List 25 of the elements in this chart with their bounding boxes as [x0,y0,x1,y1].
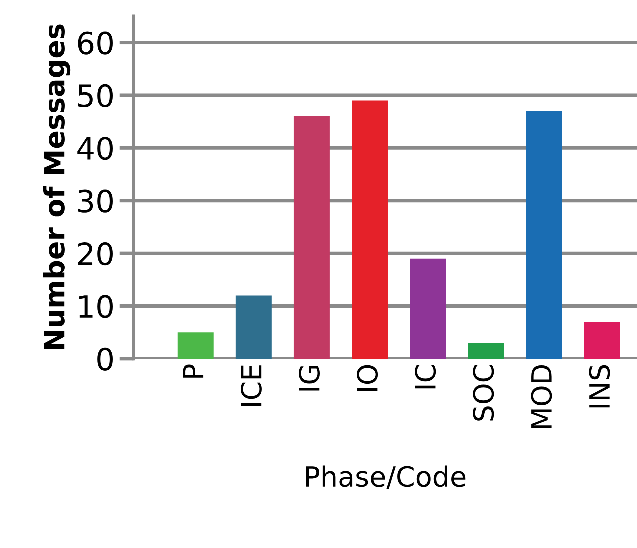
bar [352,100,388,359]
bar [468,343,504,359]
x-tick-label: IO [357,365,378,392]
x-axis-title: Phase/Code [306,466,466,490]
y-tick-label: 50 [78,84,113,108]
bar [178,332,214,359]
x-tick-label: INS [589,365,610,408]
bar [236,296,272,359]
y-tick-label: 40 [78,137,113,160]
x-tick-label: ICE [240,366,262,406]
y-tick-label: 60 [78,32,113,55]
x-tick-label: SOC [473,365,494,421]
y-tick-label: 0 [98,348,113,371]
y-tick-label: 20 [78,242,113,266]
y-axis-title: Number of Messages [43,24,71,350]
x-tick-label: MOD [531,365,552,428]
x-tick-label: P [183,364,204,378]
x-tick-label: IG [299,366,320,391]
y-tick-label: 30 [78,190,113,213]
y-tick-label: 10 [79,295,113,318]
bar [294,116,330,359]
x-tick-label: IC [415,365,436,389]
bar [410,258,446,359]
bar [526,111,562,359]
bar [584,322,620,359]
